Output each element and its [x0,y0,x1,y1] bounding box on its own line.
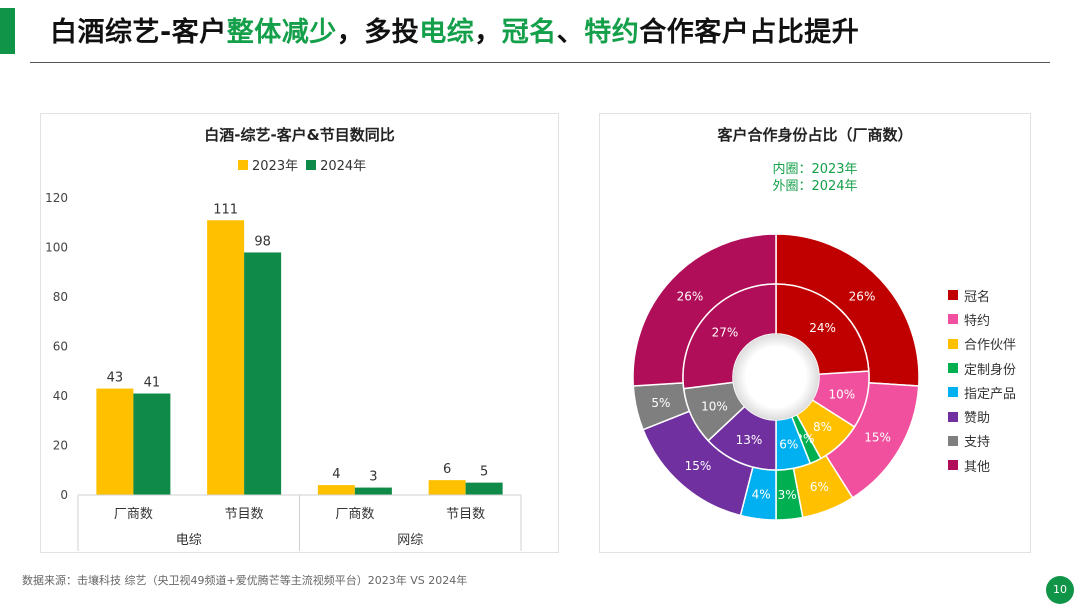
bar-2023 [207,220,245,495]
y-tick-label: 40 [53,389,68,403]
title-segment-0: 白酒综艺-客户 [50,17,227,48]
legend-label-2023: 2023年 [252,159,299,174]
inner-ring-note: 内圈：2023年 [772,162,858,177]
donut-legend-label: 指定产品 [964,386,1017,402]
y-tick-label: 0 [60,488,68,502]
legend-swatch-2024 [306,159,317,170]
donut-legend-swatch [948,363,958,374]
donut-legend-item: 支持 [948,429,1016,453]
donut-legend-swatch [948,290,958,301]
y-tick-label: 20 [53,439,68,453]
donut-legend-label: 其他 [964,459,991,475]
title-accent-bar [0,8,15,54]
bar-2023 [317,485,355,495]
title-divider [30,62,1050,63]
bar-2024 [354,487,392,495]
title-segment-3: 电综 [419,17,475,48]
donut-legend-label: 赞助 [964,411,991,427]
bar-value-label: 3 [369,470,377,485]
donut-legend-label: 定制身份 [964,362,1017,378]
donut-legend-label: 冠名 [964,289,991,305]
donut-legend-label: 特约 [964,313,991,329]
bar-chart-panel: 白酒-综艺-客户&节目数同比 2023年 2024年 0 20 40 60 80 100 1… [40,113,559,553]
donut-legend-swatch [948,338,958,349]
outer-ring-note: 外圈：2024年 [772,179,858,194]
x-category-label: 厂商数 [114,507,153,522]
title-segment-1: 整体减少 [226,17,337,48]
donut-legend-swatch [948,387,958,398]
donut-legend-label: 支持 [964,435,991,451]
page-number-badge: 10 [1046,576,1074,604]
title-segment-4: ， [474,17,502,48]
bar-2024 [133,393,171,495]
donut-legend-item: 指定产品 [948,380,1016,404]
donut-legend-item: 特约 [948,307,1016,331]
slide-title: 白酒综艺-客户整体减少，多投电综，冠名、特约合作客户占比提升 [50,10,859,49]
bar-value-label: 6 [443,462,451,477]
group-label: 网综 [397,533,423,548]
bar-chart-title: 白酒-综艺-客户&节目数同比 [204,126,395,144]
data-source-note: 数据来源：击壤科技 综艺（央卫视49频道+爱优腾芒等主流视频平台）2023年 V… [22,574,468,587]
bar-2024 [244,252,282,495]
donut-legend-swatch [948,435,958,446]
bar-2024 [465,482,503,495]
title-segment-8: 合作客户占比提升 [639,17,860,48]
x-category-label: 厂商数 [335,507,374,522]
bar-value-label: 4 [332,467,340,482]
donut-legend-item: 定制身份 [948,356,1016,380]
donut-chart-legend: 冠名特约合作伙伴定制身份指定产品赞助支持其他 [948,283,1016,477]
bar-2023 [96,388,134,495]
bar-2023 [428,480,466,495]
y-tick-label: 80 [53,290,68,304]
y-tick-label: 60 [53,340,68,354]
bar-value-label: 43 [107,371,124,386]
donut-legend-swatch [948,314,958,325]
x-category-label: 节目数 [446,507,485,522]
x-category-label: 节目数 [225,507,264,522]
donut-legend-item: 其他 [948,453,1016,477]
y-tick-label: 120 [45,191,68,205]
legend-swatch-2023 [238,159,248,170]
donut-legend-swatch [948,460,958,471]
donut-legend-item: 赞助 [948,404,1016,428]
title-segment-7: 特约 [584,17,640,48]
bar-chart-legend: 2023年 2024年 [238,155,366,174]
y-tick-label: 100 [45,241,68,255]
donut-legend-swatch [948,411,958,422]
title-segment-6: 、 [556,17,585,48]
donut-legend-item: 合作伙伴 [948,332,1016,356]
donut-legend-item: 冠名 [948,283,1016,307]
title-segment-5: 冠名 [501,17,557,48]
title-segment-2: ，多投 [336,17,420,48]
bar-value-label: 111 [213,202,238,217]
bar-value-label: 5 [480,465,488,480]
donut-chart-title: 客户合作身份占比（厂商数） [717,126,913,144]
bar-value-label: 98 [254,234,271,249]
legend-label-2024: 2024年 [320,159,367,174]
donut-legend-label: 合作伙伴 [964,338,1017,354]
group-label: 电综 [176,533,202,548]
bar-value-label: 41 [144,376,161,391]
